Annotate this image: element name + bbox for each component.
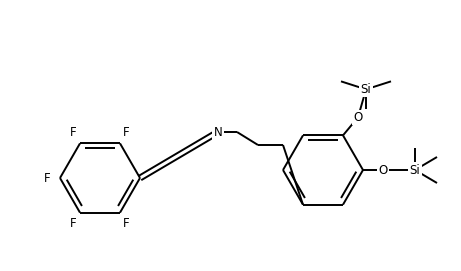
Text: F: F (70, 125, 77, 138)
Text: Si: Si (361, 83, 372, 96)
Text: O: O (354, 111, 363, 124)
Text: F: F (123, 125, 130, 138)
Text: F: F (44, 172, 50, 185)
Text: Si: Si (410, 163, 420, 176)
Text: N: N (213, 125, 222, 138)
Text: F: F (70, 217, 77, 230)
Text: O: O (378, 163, 388, 176)
Text: F: F (123, 217, 130, 230)
